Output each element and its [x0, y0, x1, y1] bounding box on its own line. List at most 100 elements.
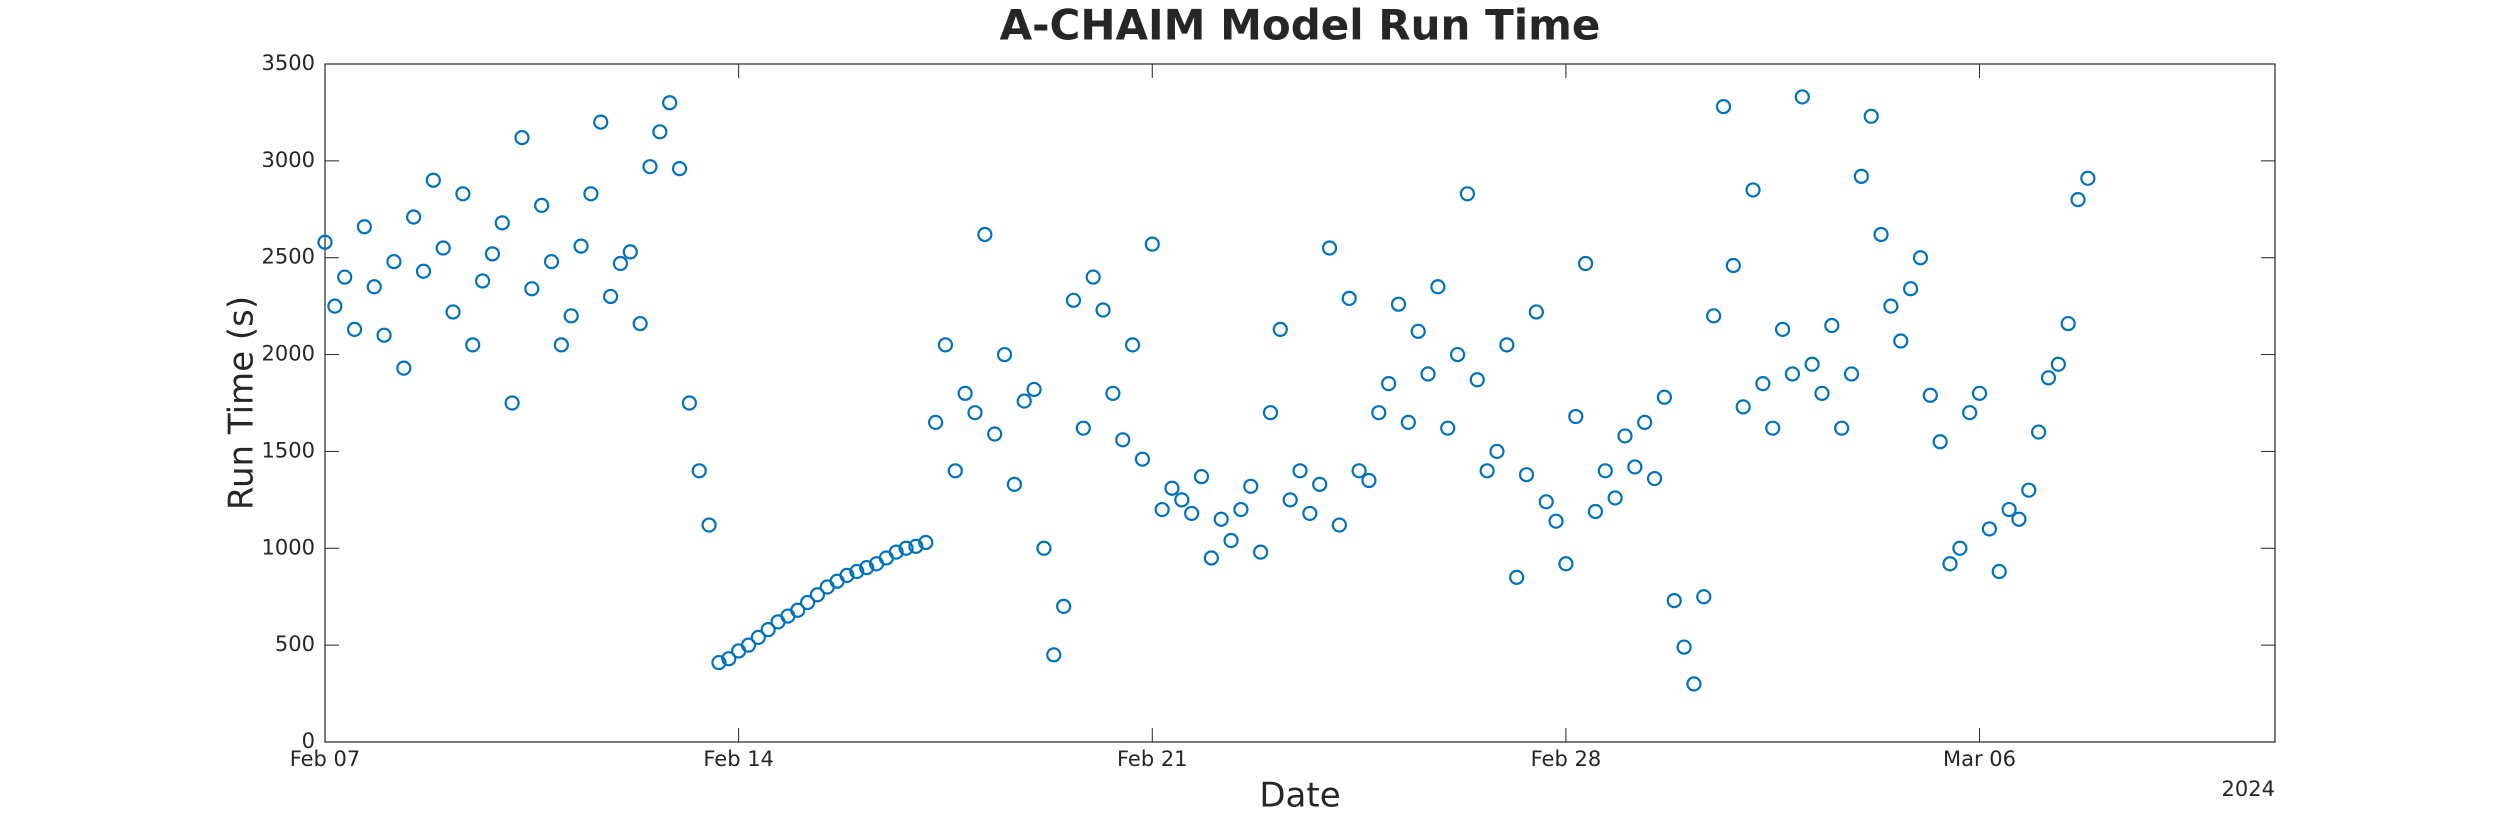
point [573, 238, 589, 254]
x-tick-label: Feb 28 [1531, 747, 1602, 771]
point [583, 186, 599, 202]
point [622, 244, 638, 260]
point [1971, 385, 1988, 401]
point [1942, 556, 1958, 572]
point [317, 234, 333, 250]
point [1381, 376, 1397, 392]
point [1656, 389, 1672, 405]
y-tick-label: 1500 [262, 438, 315, 462]
point [987, 426, 1003, 442]
point [1312, 476, 1328, 492]
point [1469, 372, 1485, 388]
point [1193, 469, 1210, 485]
point [1331, 517, 1347, 533]
point [1075, 420, 1091, 436]
point [632, 315, 648, 332]
x-axis-label: Date [1259, 776, 1340, 816]
point [1459, 186, 1476, 202]
point [1440, 420, 1456, 436]
point [1676, 639, 1692, 655]
point [1755, 376, 1771, 392]
point [1016, 393, 1032, 409]
point [1233, 501, 1249, 518]
point [721, 651, 737, 667]
point [1637, 414, 1653, 430]
point [1646, 470, 1663, 487]
point [1164, 480, 1180, 496]
point [1174, 492, 1190, 508]
point [1893, 333, 1909, 349]
point [947, 463, 963, 479]
point [1962, 405, 1978, 421]
point [1932, 434, 1948, 450]
point [888, 544, 904, 560]
point [1824, 317, 1840, 334]
x-tick-label: Feb 21 [1117, 747, 1188, 771]
point [1410, 323, 1426, 339]
x-tick-label: Feb 07 [290, 747, 361, 771]
point [790, 602, 806, 618]
point [898, 540, 914, 556]
chart-title: A-CHAIM Model Run Time [1000, 1, 1601, 50]
point [1282, 492, 1298, 508]
plot-frame [324, 63, 2276, 743]
point [1607, 490, 1623, 506]
point [928, 414, 944, 430]
point [1903, 281, 1919, 297]
point [1686, 676, 1702, 692]
point [1046, 647, 1062, 663]
y-tick-label: 3500 [262, 51, 315, 75]
point [740, 637, 757, 653]
point [376, 327, 392, 343]
point [386, 253, 402, 270]
point [1124, 337, 1141, 353]
point [1548, 513, 1564, 529]
point [1528, 304, 1544, 320]
point [1981, 521, 1997, 537]
point [1853, 168, 1869, 184]
point [1272, 321, 1288, 337]
point [2021, 482, 2037, 498]
point [839, 567, 855, 584]
point [1794, 89, 1810, 105]
point [1952, 540, 1968, 556]
point [1430, 279, 1446, 295]
y-tick-label: 0 [302, 729, 315, 753]
point [1243, 478, 1259, 494]
point [1420, 366, 1436, 382]
point [553, 337, 569, 353]
point [337, 269, 353, 285]
point [750, 629, 766, 645]
point [1026, 381, 1042, 398]
point [996, 346, 1013, 363]
point [1223, 532, 1239, 549]
point [1597, 463, 1613, 479]
point [1715, 99, 1732, 115]
point [671, 161, 688, 177]
point [1804, 356, 1820, 372]
point [524, 281, 540, 297]
point [1706, 308, 1722, 324]
point [1213, 511, 1229, 527]
point [406, 209, 422, 225]
point [859, 560, 875, 576]
point [1617, 428, 1633, 444]
y-tick-label: 500 [275, 632, 315, 656]
point [1341, 290, 1357, 306]
point [1745, 182, 1761, 198]
point [356, 219, 372, 235]
point [445, 304, 461, 320]
point [2050, 356, 2066, 372]
y-tick-label: 2500 [262, 245, 315, 269]
point [346, 321, 363, 337]
point [1390, 296, 1407, 312]
point [1814, 385, 1830, 401]
point [1203, 550, 1219, 566]
point [1765, 420, 1781, 436]
point [366, 279, 382, 295]
point [1666, 592, 1682, 609]
point [1499, 337, 1515, 353]
point [1843, 366, 1860, 382]
point [1154, 501, 1170, 518]
